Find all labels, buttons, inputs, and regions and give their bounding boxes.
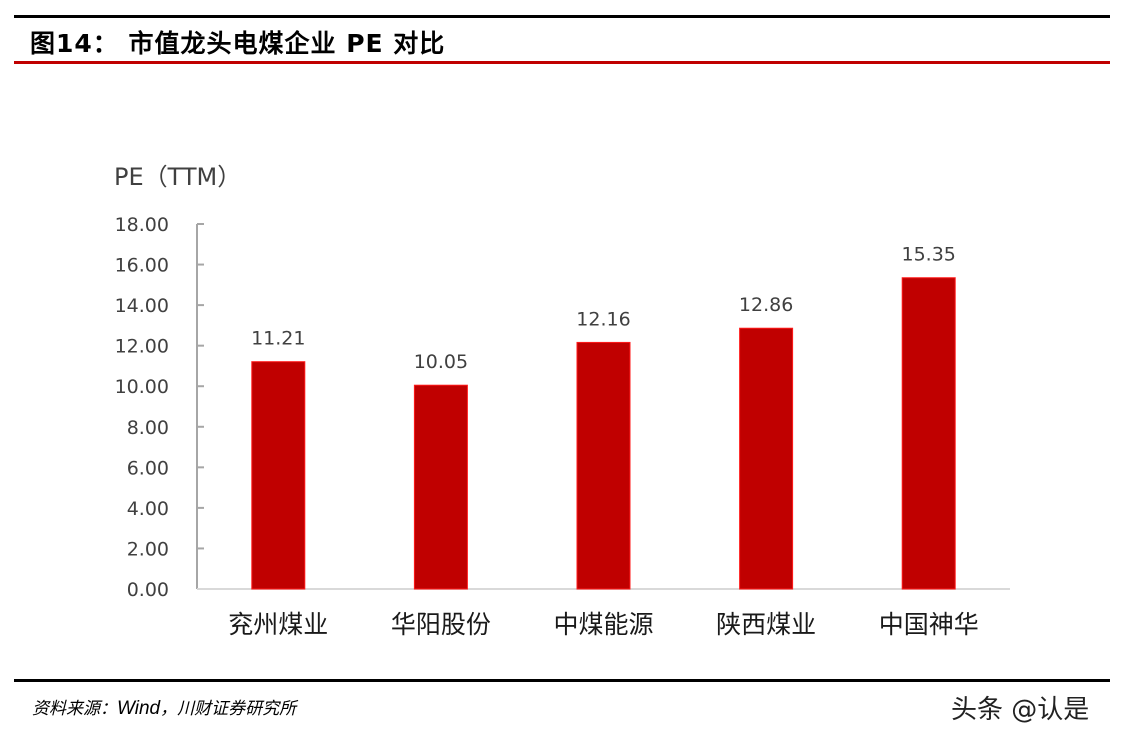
y-tick-label: 18.00 <box>115 214 169 236</box>
y-tick-label: 0.00 <box>127 579 169 601</box>
bar <box>251 361 306 590</box>
x-category-label: 兖州煤业 <box>228 610 328 639</box>
data-label: 11.21 <box>251 328 305 350</box>
bar <box>413 384 468 590</box>
data-label: 12.16 <box>576 308 630 330</box>
x-category-label: 华阳股份 <box>391 610 491 639</box>
bar-chart: 0.00 2.00 4.00 6.00 8.00 10.00 12.00 14.00 16.00… <box>115 214 1010 639</box>
x-category-label: 陕西煤业 <box>716 610 816 639</box>
watermark: 头条 @认是 <box>951 695 1090 725</box>
source-prefix: 资料来源： <box>32 699 117 719</box>
data-label: 15.35 <box>901 244 955 266</box>
data-label: 10.05 <box>414 351 468 373</box>
y-tick-label: 4.00 <box>127 498 169 520</box>
bar <box>901 277 956 590</box>
x-category-label: 中国神华 <box>879 610 979 639</box>
y-tick-label: 2.00 <box>127 538 169 560</box>
source-note: 资料来源：Wind，川财证券研究所 <box>32 694 296 720</box>
y-tick-label: 14.00 <box>115 295 169 317</box>
y-tick-label: 12.00 <box>115 336 169 358</box>
y-tick-label: 6.00 <box>127 457 169 479</box>
data-label: 12.86 <box>739 294 793 316</box>
y-tick-label: 10.00 <box>115 376 169 398</box>
y-tick-label: 8.00 <box>127 417 169 439</box>
x-category-label: 中煤能源 <box>553 610 653 639</box>
title-underline <box>14 61 1110 64</box>
bottom-rule <box>14 679 1110 682</box>
source-suffix: ，川财证券研究所 <box>160 699 297 719</box>
bar <box>576 341 631 590</box>
top-rule <box>14 15 1110 18</box>
y-axis-title: PE（TTM） <box>114 163 242 191</box>
y-tick-label: 16.00 <box>115 255 169 277</box>
bar <box>739 327 794 590</box>
figure-title: 图14： 市值龙头电煤企业 PE 对比 <box>30 29 446 58</box>
source-wind: Wind <box>117 698 161 719</box>
